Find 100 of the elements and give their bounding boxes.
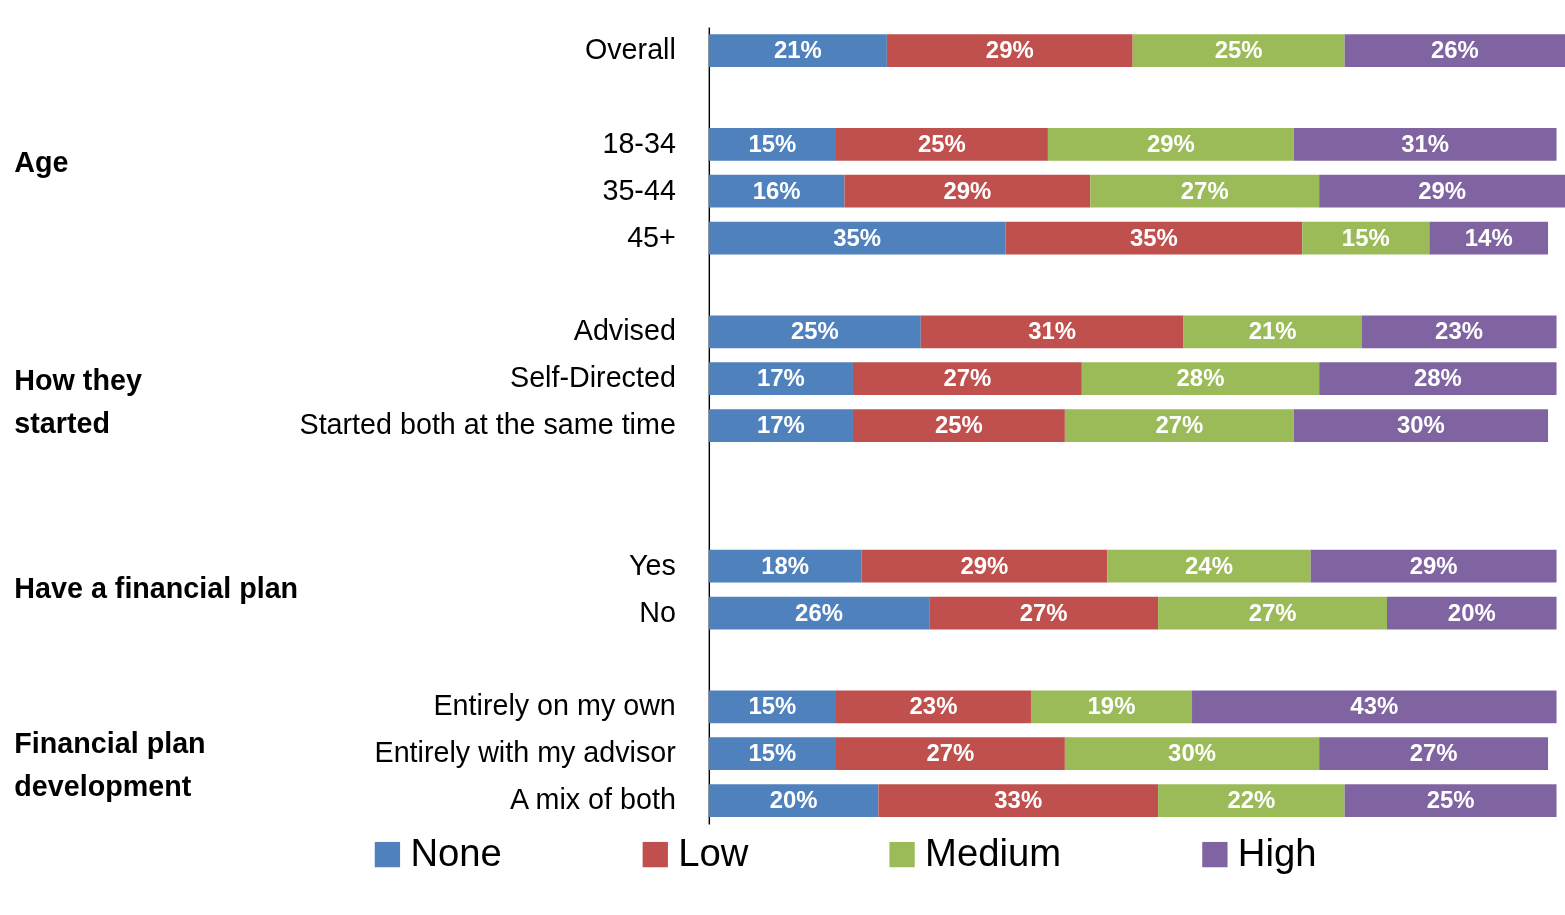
bar bbox=[1361, 315, 1557, 349]
bar bbox=[1047, 127, 1294, 161]
bar bbox=[1132, 34, 1345, 67]
data-label: 15% bbox=[1341, 223, 1390, 251]
bar bbox=[1107, 549, 1311, 583]
bar bbox=[1319, 737, 1549, 771]
bar bbox=[861, 549, 1108, 583]
data-label: 33% bbox=[994, 786, 1043, 814]
data-label: 22% bbox=[1227, 786, 1276, 814]
bar bbox=[708, 784, 879, 817]
bar bbox=[1319, 362, 1557, 396]
bar bbox=[1293, 409, 1549, 442]
data-label: 23% bbox=[909, 692, 958, 720]
y-tick-label: Entirely on my own bbox=[433, 689, 676, 722]
bar bbox=[1064, 409, 1294, 442]
bar bbox=[835, 737, 1065, 771]
bar bbox=[1319, 174, 1565, 208]
data-label: 31% bbox=[1028, 317, 1077, 345]
data-label: 27% bbox=[1409, 739, 1458, 767]
y-tick-label: Started both at the same time bbox=[299, 408, 676, 441]
bar bbox=[878, 784, 1159, 817]
bar bbox=[835, 127, 1048, 161]
data-label: 29% bbox=[1409, 551, 1458, 579]
data-label: 27% bbox=[926, 739, 975, 767]
bar bbox=[1064, 737, 1320, 771]
bar bbox=[929, 596, 1159, 630]
data-label: 27% bbox=[1155, 411, 1204, 439]
y-tick-label: Self-Directed bbox=[510, 361, 676, 394]
data-label: 28% bbox=[1176, 364, 1225, 392]
data-label: 29% bbox=[985, 36, 1034, 64]
data-label: 21% bbox=[1248, 317, 1297, 345]
y-tick-label: 18-34 bbox=[602, 126, 676, 159]
bar bbox=[1192, 690, 1557, 724]
data-label: 15% bbox=[748, 692, 797, 720]
data-label: 27% bbox=[1180, 176, 1229, 204]
bar bbox=[1158, 596, 1387, 630]
data-label: 15% bbox=[748, 129, 797, 157]
data-label: 30% bbox=[1168, 739, 1216, 767]
bar bbox=[1158, 784, 1345, 817]
legend-label: Low bbox=[678, 831, 749, 875]
y-tick-label: Advised bbox=[573, 314, 676, 347]
data-label: 25% bbox=[918, 129, 966, 157]
data-label: 25% bbox=[1426, 786, 1475, 814]
bar bbox=[708, 549, 862, 583]
bar bbox=[708, 34, 887, 67]
data-label: 29% bbox=[943, 176, 992, 204]
data-label: 25% bbox=[1214, 36, 1263, 64]
bar bbox=[708, 315, 921, 349]
data-label: 28% bbox=[1413, 364, 1462, 392]
bar bbox=[1344, 784, 1557, 817]
data-label: 30% bbox=[1396, 411, 1445, 439]
data-label: 20% bbox=[1447, 598, 1496, 626]
data-label: 27% bbox=[1248, 598, 1297, 626]
bar bbox=[835, 690, 1031, 724]
bar bbox=[1344, 34, 1565, 67]
data-label: 31% bbox=[1401, 129, 1450, 157]
data-label: 14% bbox=[1464, 223, 1513, 251]
bar bbox=[1005, 221, 1303, 255]
y-tick-label: Overall bbox=[584, 33, 676, 66]
y-tick-label: 35-44 bbox=[602, 173, 676, 206]
bar bbox=[886, 34, 1133, 67]
bar bbox=[1081, 362, 1320, 396]
data-label: 15% bbox=[748, 739, 797, 767]
data-label: 23% bbox=[1435, 317, 1483, 345]
y-tick-label: No bbox=[639, 595, 676, 628]
bar bbox=[708, 596, 930, 630]
legend-label: High bbox=[1237, 831, 1317, 875]
data-label: 25% bbox=[790, 317, 839, 345]
bar bbox=[1030, 690, 1193, 724]
bar bbox=[1293, 127, 1557, 161]
bar bbox=[708, 362, 853, 396]
data-label: 25% bbox=[934, 411, 983, 439]
legend-label: Medium bbox=[925, 831, 1062, 875]
bar bbox=[708, 409, 853, 442]
text: How they started bbox=[14, 363, 142, 439]
data-label: 26% bbox=[1430, 36, 1479, 64]
data-label: 21% bbox=[773, 36, 822, 64]
text: Have a financial plan bbox=[14, 572, 299, 605]
data-label: 43% bbox=[1350, 692, 1399, 720]
data-label: 24% bbox=[1185, 551, 1233, 579]
data-label: 19% bbox=[1087, 692, 1136, 720]
bar bbox=[1310, 549, 1557, 583]
bar bbox=[852, 362, 1082, 396]
bar bbox=[708, 221, 1006, 255]
data-label: 16% bbox=[752, 176, 801, 204]
data-label: 29% bbox=[1418, 176, 1467, 204]
bar bbox=[1090, 174, 1320, 208]
data-label: 29% bbox=[1146, 129, 1195, 157]
y-tick-label: Yes bbox=[629, 548, 676, 581]
data-label: 26% bbox=[795, 598, 843, 626]
bar bbox=[920, 315, 1184, 349]
y-tick-label: Entirely with my advisor bbox=[374, 736, 677, 769]
bar bbox=[844, 174, 1091, 208]
data-label: 27% bbox=[1019, 598, 1068, 626]
bar bbox=[852, 409, 1065, 442]
data-label: 27% bbox=[943, 364, 992, 392]
data-label: 35% bbox=[1129, 223, 1178, 251]
data-label: 18% bbox=[761, 551, 810, 579]
y-tick-label: 45+ bbox=[627, 220, 676, 253]
data-label: 20% bbox=[769, 786, 818, 814]
